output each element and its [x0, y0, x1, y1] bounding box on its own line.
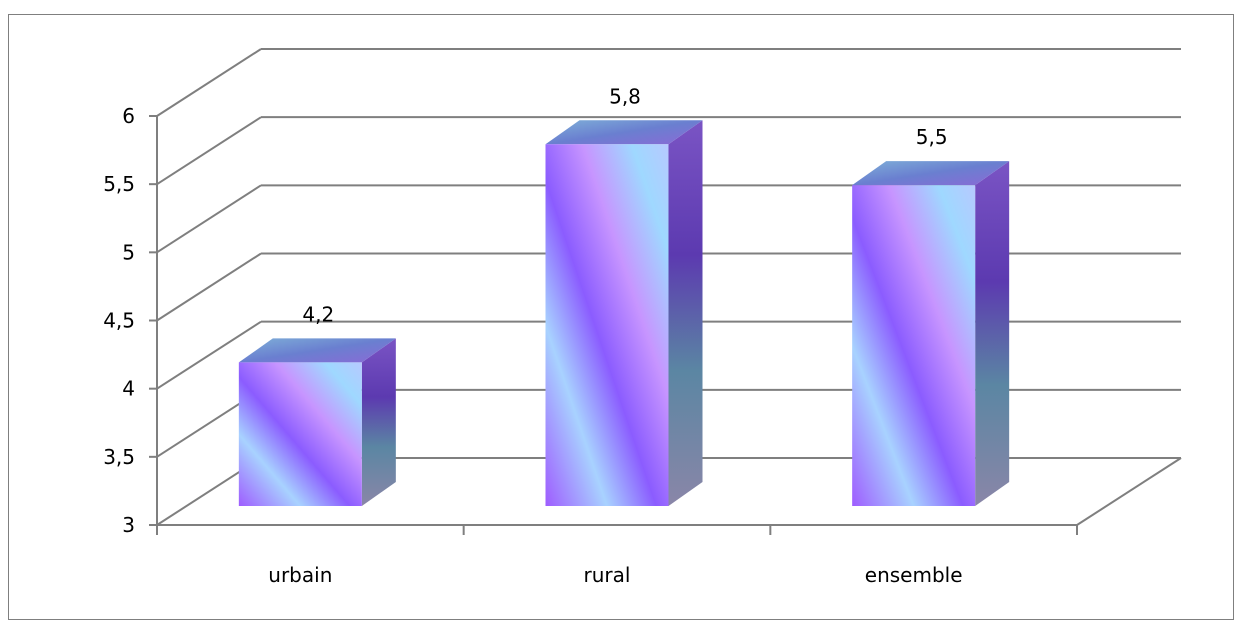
bar-rural	[545, 144, 669, 506]
axes	[149, 115, 1182, 535]
y-tick-label: 5	[122, 240, 135, 264]
bar-chart: 3 3,5 4 4,5 5 5,5 6 4,2 urbain 5,8 rural 5,5 ensembl…	[103, 48, 1182, 587]
bar-side-ensemble	[975, 161, 1010, 506]
bar-top-urbain	[238, 338, 396, 363]
chart-frame: 3 3,5 4 4,5 5 5,5 6 4,2 urbain 5,8 rural 5,5 ensembl…	[8, 14, 1234, 620]
gridline-diagonal	[156, 116, 262, 186]
y-tick-label: 6	[122, 104, 135, 128]
category-label-urbain: urbain	[268, 563, 332, 587]
y-tick-label: 5,5	[103, 172, 135, 196]
y-tick-label: 4	[122, 377, 135, 401]
bar-side-rural	[668, 120, 703, 507]
gridline-diagonal	[156, 320, 262, 390]
category-label-ensemble: ensemble	[865, 563, 963, 587]
y-tick-label: 3	[122, 513, 135, 537]
bar-top-rural	[545, 120, 703, 145]
gridlines	[156, 48, 1181, 526]
gridline-diagonal	[156, 48, 262, 117]
bars	[238, 120, 1010, 507]
bar-side-urbain	[361, 338, 396, 506]
data-label-urbain: 4,2	[302, 302, 334, 326]
gridline-diagonal	[156, 252, 262, 322]
gridline-diagonal	[156, 184, 262, 254]
bar-ensemble	[852, 185, 976, 506]
floor-right-edge	[1076, 457, 1182, 526]
y-tick-label: 4,5	[103, 309, 135, 333]
data-label-ensemble: 5,5	[916, 125, 948, 149]
data-label-rural: 5,8	[609, 84, 641, 108]
bar-top-ensemble	[852, 161, 1010, 186]
category-label-rural: rural	[584, 563, 631, 587]
y-tick-label: 3,5	[103, 445, 135, 469]
bar-urbain	[238, 362, 362, 506]
labels: 3 3,5 4 4,5 5 5,5 6 4,2 urbain 5,8 rural 5,5 ensembl…	[103, 84, 962, 587]
